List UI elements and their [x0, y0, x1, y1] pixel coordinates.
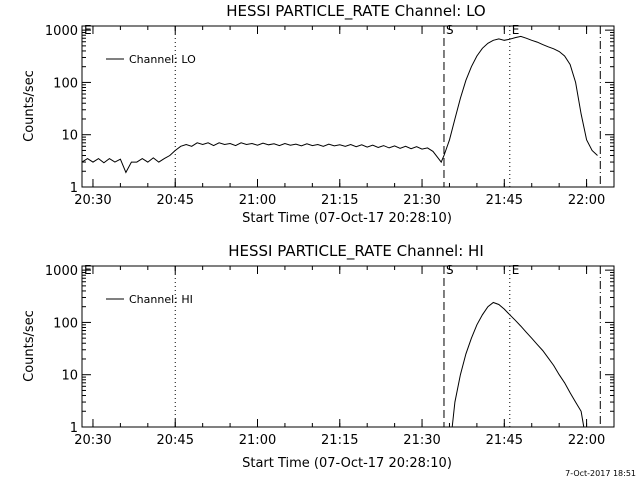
series-line [81, 35, 598, 174]
time-marker-label: S [446, 23, 454, 37]
plot-frame [81, 25, 615, 188]
x-tick-label: 21:15 [321, 193, 358, 208]
x-tick-label: 21:45 [486, 433, 523, 448]
y-tick-label: 1000 [45, 24, 78, 39]
plot-frame [81, 265, 615, 428]
time-marker-label: E [84, 263, 92, 277]
y-tick-label: 1 [70, 181, 78, 196]
x-tick-label: 22:00 [568, 193, 605, 208]
legend-label: Channel: HI [129, 293, 193, 306]
series-group [451, 301, 585, 428]
chart-panel-lo: HESSI PARTICLE_RATE Channel: LO Counts/s… [22, 2, 615, 226]
chart-panel-hi: HESSI PARTICLE_RATE Channel: HI Counts/s… [22, 242, 615, 471]
x-tick-label: 21:15 [321, 433, 358, 448]
x-axis-label: Start Time (07-Oct-17 20:28:10) [242, 456, 452, 471]
timestamp-footer: 7-Oct-2017 18:51 [565, 469, 636, 478]
y-axis: 1 10 100 1000 [45, 24, 614, 196]
y-axis: 1 10 100 1000 [45, 264, 614, 436]
x-tick-label: 20:45 [157, 433, 194, 448]
x-tick-label: 21:00 [239, 193, 276, 208]
x-axis: 20:30 20:45 21:00 21:15 21:30 21:45 22:00 [74, 266, 615, 448]
series-line [451, 301, 585, 428]
legend: Channel: HI [106, 293, 193, 306]
y-tick-label: 10 [61, 129, 78, 144]
chart-title: HESSI PARTICLE_RATE Channel: HI [228, 242, 484, 261]
y-tick-label: 100 [53, 76, 78, 91]
x-tick-label: 20:30 [74, 433, 111, 448]
x-axis-label: Start Time (07-Oct-17 20:28:10) [242, 211, 452, 226]
y-axis-label: Counts/sec [22, 70, 37, 142]
legend-label: Channel: LO [129, 53, 196, 66]
chart-title: HESSI PARTICLE_RATE Channel: LO [226, 2, 485, 21]
x-axis: 20:30 20:45 21:00 21:15 21:30 21:45 22:00 [74, 26, 615, 208]
y-tick-label: 10 [61, 369, 78, 384]
x-tick-label: 21:30 [403, 193, 440, 208]
x-tick-label: 20:45 [157, 193, 194, 208]
y-tick-label: 1000 [45, 264, 78, 279]
x-tick-label: 21:45 [486, 193, 523, 208]
y-axis-label: Counts/sec [22, 310, 37, 382]
legend: Channel: LO [106, 53, 196, 66]
x-tick-label: 22:00 [568, 433, 605, 448]
time-marker-label: E [512, 23, 520, 37]
y-tick-label: 100 [53, 316, 78, 331]
x-tick-label: 21:00 [239, 433, 276, 448]
series-group [81, 35, 598, 174]
time-marker-label: S [446, 263, 454, 277]
time-marker-label: E [84, 23, 92, 37]
time-marker-label: E [512, 263, 520, 277]
y-tick-label: 1 [70, 421, 78, 436]
x-tick-label: 20:30 [74, 193, 111, 208]
x-tick-label: 21:30 [403, 433, 440, 448]
